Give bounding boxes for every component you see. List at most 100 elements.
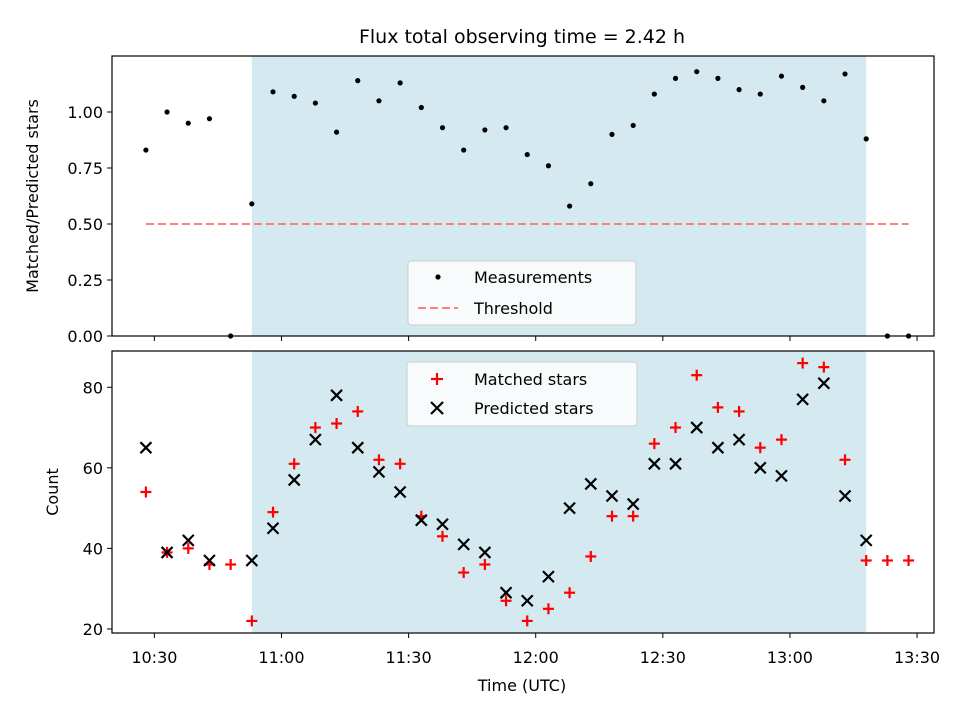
predicted-point [499,586,513,599]
measurement-point [439,125,446,131]
measurement-point [672,75,679,81]
matched-point [458,567,470,579]
matched-point [309,422,321,434]
predicted-points [139,376,873,608]
x-tick-label: 13:00 [767,648,813,667]
matched-point [373,454,385,466]
predicted-point [309,433,322,446]
measurement-point [461,147,467,153]
y-tick-label: 20 [83,620,103,639]
y-tick-label: 60 [83,459,103,478]
predicted-point [542,570,555,583]
matched-point [352,405,364,417]
legend-measurements-marker [435,274,441,280]
matched-point [267,506,279,518]
legend-matched-marker [431,373,443,385]
measurement-point [694,69,700,75]
measurement-point [397,80,403,86]
measurement-point [503,125,509,131]
predicted-point [605,489,619,503]
measurement-point [376,98,382,104]
x-tick-label: 11:00 [258,648,304,667]
matched-point [479,559,491,571]
measurement-point [524,151,530,158]
measurement-point [418,104,424,111]
matched-point [754,442,766,454]
measurement-point [185,120,191,126]
matched-point [288,458,300,470]
y-tick-label: 40 [83,539,103,558]
matched-point [797,357,809,369]
matched-point [542,603,554,615]
measurement-point [757,91,763,97]
matched-point [860,554,872,566]
predicted-point [711,441,725,454]
predicted-point [648,457,661,471]
predicted-point [626,497,640,511]
predicted-point [478,546,492,559]
matched-point [246,615,258,627]
predicted-point [160,546,174,559]
x-tick-label: 12:30 [640,648,686,667]
matched-point [182,542,194,554]
matched-point [818,361,830,373]
measurement-point [651,91,657,97]
matched-point [733,405,745,417]
measurement-point [821,98,827,104]
matched-point [712,401,724,413]
matched-point [585,550,597,562]
matched-point [225,559,237,571]
y-tick-label: 0.50 [67,215,103,234]
chart-title: Flux total observing time = 2.42 h [359,26,685,48]
bottom-x-ticks: 10:30 11:00 11:30 12:00 12:30 13:00 13:30 [131,633,940,667]
predicted-point [181,534,195,547]
measurement-point [736,87,742,93]
top-y-ticks: 0.00 0.25 0.50 0.75 1.00 [67,103,112,346]
predicted-point [139,441,153,454]
measurement-point [800,84,806,90]
measurement-point [206,116,213,122]
top-axes-frame [111,55,935,337]
predicted-point [457,538,470,551]
matched-point [331,418,343,430]
predicted-point [690,421,703,434]
predicted-point [245,554,259,567]
matched-point [670,422,682,434]
bottom-legend-box [406,361,638,427]
top-panel: 0.00 0.25 0.50 0.75 1.00 Matched/Predicted s… [23,55,935,346]
legend-predicted-label: Predicted stars [474,399,594,418]
matched-point [691,369,703,381]
predicted-point [415,513,428,527]
measurement-point [355,78,361,84]
y-tick-label: 80 [83,378,103,397]
top-x-ticks [153,336,918,341]
bottom-y-axis-label: Count [43,468,62,516]
y-tick-label: 1.00 [67,103,103,122]
bottom-legend: Matched stars Predicted stars [406,361,638,427]
predicted-point [520,594,534,608]
top-legend: Measurements Threshold [407,260,637,326]
measurement-point [863,136,869,142]
measurement-point [143,147,149,153]
x-tick-label: 11:30 [386,648,432,667]
bottom-y-ticks: 20 40 60 80 [83,378,112,639]
predicted-point [351,441,365,454]
measurement-point [291,93,297,99]
matched-point [648,438,660,450]
x-tick-label: 12:00 [513,648,559,667]
measurement-point [630,122,636,129]
matched-point [775,434,787,446]
matched-point [839,454,851,466]
legend-matched-label: Matched stars [474,370,587,389]
predicted-point [796,393,809,406]
bottom-axes-frame [111,350,935,634]
matched-point [521,615,533,627]
predicted-point [393,485,407,499]
x-tick-label: 10:30 [131,648,177,667]
legend-predicted-marker [430,401,444,415]
measurement-point [545,163,552,169]
predicted-point [732,433,746,446]
top-y-axis-label: Matched/Predicted stars [23,99,42,293]
predicted-point [775,469,788,483]
predicted-point [266,521,280,535]
